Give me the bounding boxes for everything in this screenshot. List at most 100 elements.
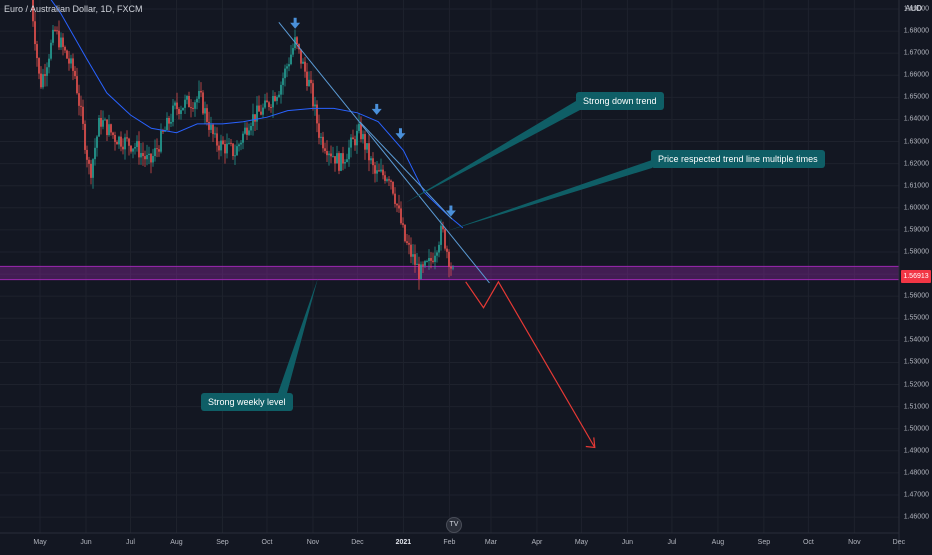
candle-body [156, 148, 158, 150]
candle-body [60, 37, 62, 48]
callout-weekly-level[interactable]: Strong weekly level [201, 393, 293, 411]
price-axis-label: 1.61000 [903, 182, 929, 190]
candle-body [310, 79, 312, 84]
candle-body [90, 163, 92, 178]
candle-body [344, 162, 346, 164]
candle-body [328, 153, 330, 156]
price-axis-label: 1.59000 [903, 226, 929, 234]
candle-body [416, 263, 418, 265]
candle-body [146, 155, 148, 160]
candle-body [290, 54, 292, 65]
candle-body [258, 105, 260, 112]
candle-body [272, 96, 274, 108]
candle-body [396, 203, 398, 206]
candle-body [224, 144, 226, 154]
candle-body [70, 58, 72, 64]
candle-body [104, 119, 106, 121]
candle-body [212, 124, 214, 135]
parallel-trend-line[interactable] [359, 121, 453, 220]
candle-body [442, 225, 444, 230]
candle-body [124, 137, 126, 150]
trend-line[interactable] [278, 21, 490, 284]
down-arrow-head [395, 133, 406, 140]
price-axis-label: 1.47000 [903, 491, 929, 499]
down-arrow-head [290, 22, 301, 29]
candle-body [404, 224, 406, 242]
candle-body [194, 102, 196, 109]
candle-body [388, 179, 390, 181]
candle-body [352, 137, 354, 140]
candle-body [316, 104, 318, 124]
candle-body [408, 242, 410, 245]
down-arrow-shaft [293, 17, 297, 24]
price-axis-label: 1.68000 [903, 27, 929, 35]
candle-body [132, 148, 134, 152]
current-price-tag: 1.56913 [901, 270, 931, 283]
candle-body [42, 74, 44, 88]
candle-body [186, 96, 188, 100]
candle-body [390, 180, 392, 182]
candle-body [86, 149, 88, 160]
candle-body [114, 134, 116, 142]
candle-body [340, 153, 342, 171]
candle-body [288, 64, 290, 67]
tradingview-logo-icon[interactable]: TV [446, 517, 462, 533]
price-axis-label: 1.46000 [903, 513, 929, 521]
candle-body [276, 97, 278, 101]
time-axis-label: Sep [757, 539, 771, 546]
candle-body [102, 120, 104, 127]
drawings[interactable] [278, 21, 652, 449]
candle-body [254, 114, 256, 122]
time-axis-label: Oct [802, 539, 814, 546]
candle-body [160, 130, 162, 152]
candle-body [268, 102, 270, 108]
time-axis-label: 2021 [395, 539, 412, 546]
candle-body [118, 136, 120, 145]
candle-body [266, 100, 268, 103]
candle-body [398, 205, 400, 209]
candle-body [208, 121, 210, 130]
candle-body [326, 150, 328, 156]
candle-body [350, 137, 352, 148]
candle-body [392, 181, 394, 194]
candle-body [106, 119, 108, 136]
candle-body [152, 156, 154, 163]
candle-body [356, 130, 358, 146]
candle-body [210, 124, 212, 130]
candle-body [414, 254, 416, 265]
price-axis-label: 1.69000 [903, 5, 929, 13]
candle-body [82, 106, 84, 124]
candle-body [318, 123, 320, 138]
time-axis-label: Mar [484, 539, 497, 546]
time-axis-label: Jun [80, 539, 92, 546]
down-arrow-shaft [398, 128, 402, 135]
callout-downtrend[interactable]: Strong down trend [576, 92, 664, 110]
candle-body [180, 110, 182, 114]
candle-body [204, 108, 206, 114]
time-axis-label: Jul [667, 539, 677, 546]
candle-body [74, 70, 76, 77]
candle-body [130, 145, 132, 152]
candle-body [112, 132, 114, 135]
down-arrow-head [371, 108, 382, 115]
price-axis-label: 1.66000 [903, 71, 929, 79]
candle-body [380, 169, 382, 172]
candle-body [240, 142, 242, 145]
candle-body [256, 105, 258, 122]
candle-body [158, 149, 160, 152]
symbol-title[interactable]: Euro / Australian Dollar, 1D, FXCM [4, 4, 143, 14]
price-axis-label: 1.65000 [903, 93, 929, 101]
candle-body [358, 123, 360, 131]
candle-body [48, 58, 50, 68]
arrow-markers [290, 17, 456, 217]
callout-trendline[interactable]: Price respected trend line multiple time… [651, 150, 825, 168]
projection-path[interactable] [465, 280, 596, 448]
candle-body [410, 244, 412, 257]
candle-body [198, 90, 200, 99]
candle-body [32, 0, 34, 22]
price-axis-label: 1.48000 [903, 469, 929, 477]
callout-weekly-pointer [278, 278, 318, 393]
